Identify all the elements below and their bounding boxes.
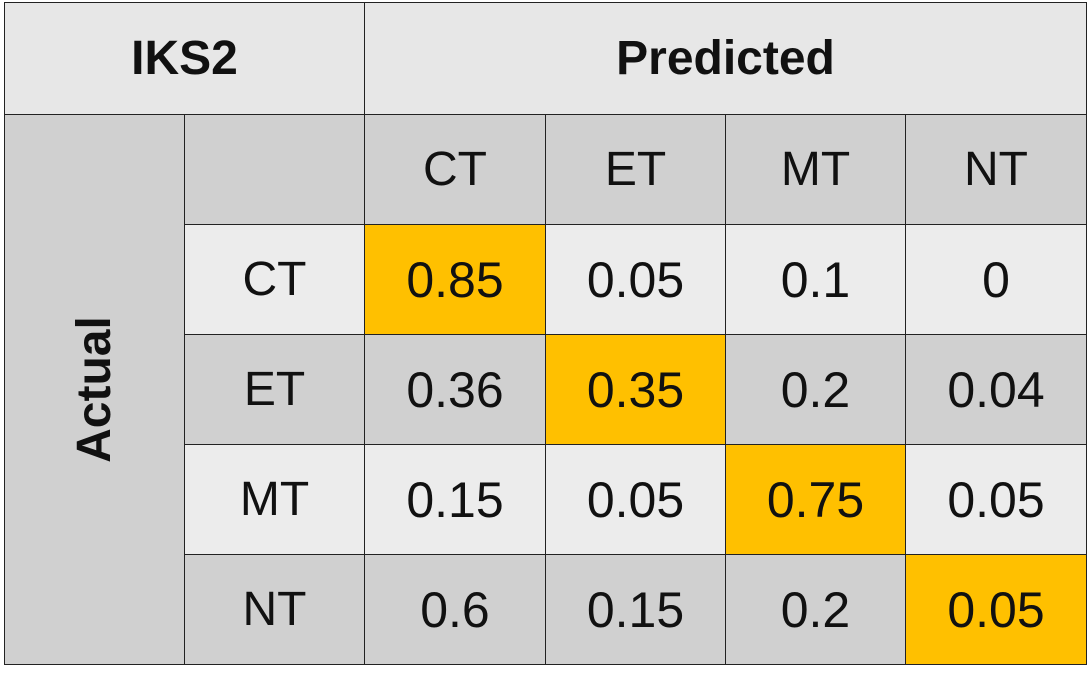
matrix-cell-ct-mt: 0.1 [725, 224, 906, 335]
column-header-nt: NT [905, 114, 1087, 225]
actual-header: Actual [4, 114, 185, 665]
matrix-cell-mt-et: 0.05 [545, 444, 726, 555]
matrix-cell-et-mt: 0.2 [725, 334, 906, 445]
matrix-cell-nt-et: 0.15 [545, 554, 726, 665]
matrix-cell-mt-mt: 0.75 [725, 444, 906, 555]
row-header-ct: CT [184, 224, 365, 335]
column-header-ct: CT [364, 114, 546, 225]
matrix-cell-mt-ct: 0.15 [364, 444, 546, 555]
column-header-mt: MT [725, 114, 906, 225]
table-title: IKS2 [4, 2, 365, 115]
column-header-et: ET [545, 114, 726, 225]
corner-cell [184, 114, 365, 225]
row-header-nt: NT [184, 554, 365, 665]
matrix-cell-nt-ct: 0.6 [364, 554, 546, 665]
row-header-et: ET [184, 334, 365, 445]
table-row: ET 0.36 0.35 0.2 0.04 [5, 334, 1087, 445]
matrix-cell-nt-mt: 0.2 [725, 554, 906, 665]
confusion-matrix-table: IKS2 Predicted Actual CT ET MT NT CT 0.85 0.0… [4, 2, 1087, 665]
matrix-cell-et-et: 0.35 [545, 334, 726, 445]
matrix-cell-ct-nt: 0 [905, 224, 1087, 335]
table-row: NT 0.6 0.15 0.2 0.05 [5, 554, 1087, 665]
predicted-header: Predicted [364, 2, 1087, 115]
row-header-mt: MT [184, 444, 365, 555]
matrix-cell-ct-et: 0.05 [545, 224, 726, 335]
matrix-cell-et-ct: 0.36 [364, 334, 546, 445]
actual-label: Actual [67, 316, 121, 463]
table-row: CT 0.85 0.05 0.1 0 [5, 224, 1087, 335]
matrix-cell-ct-ct: 0.85 [364, 224, 546, 335]
matrix-cell-et-nt: 0.04 [905, 334, 1087, 445]
matrix-cell-mt-nt: 0.05 [905, 444, 1087, 555]
matrix-cell-nt-nt: 0.05 [905, 554, 1087, 665]
